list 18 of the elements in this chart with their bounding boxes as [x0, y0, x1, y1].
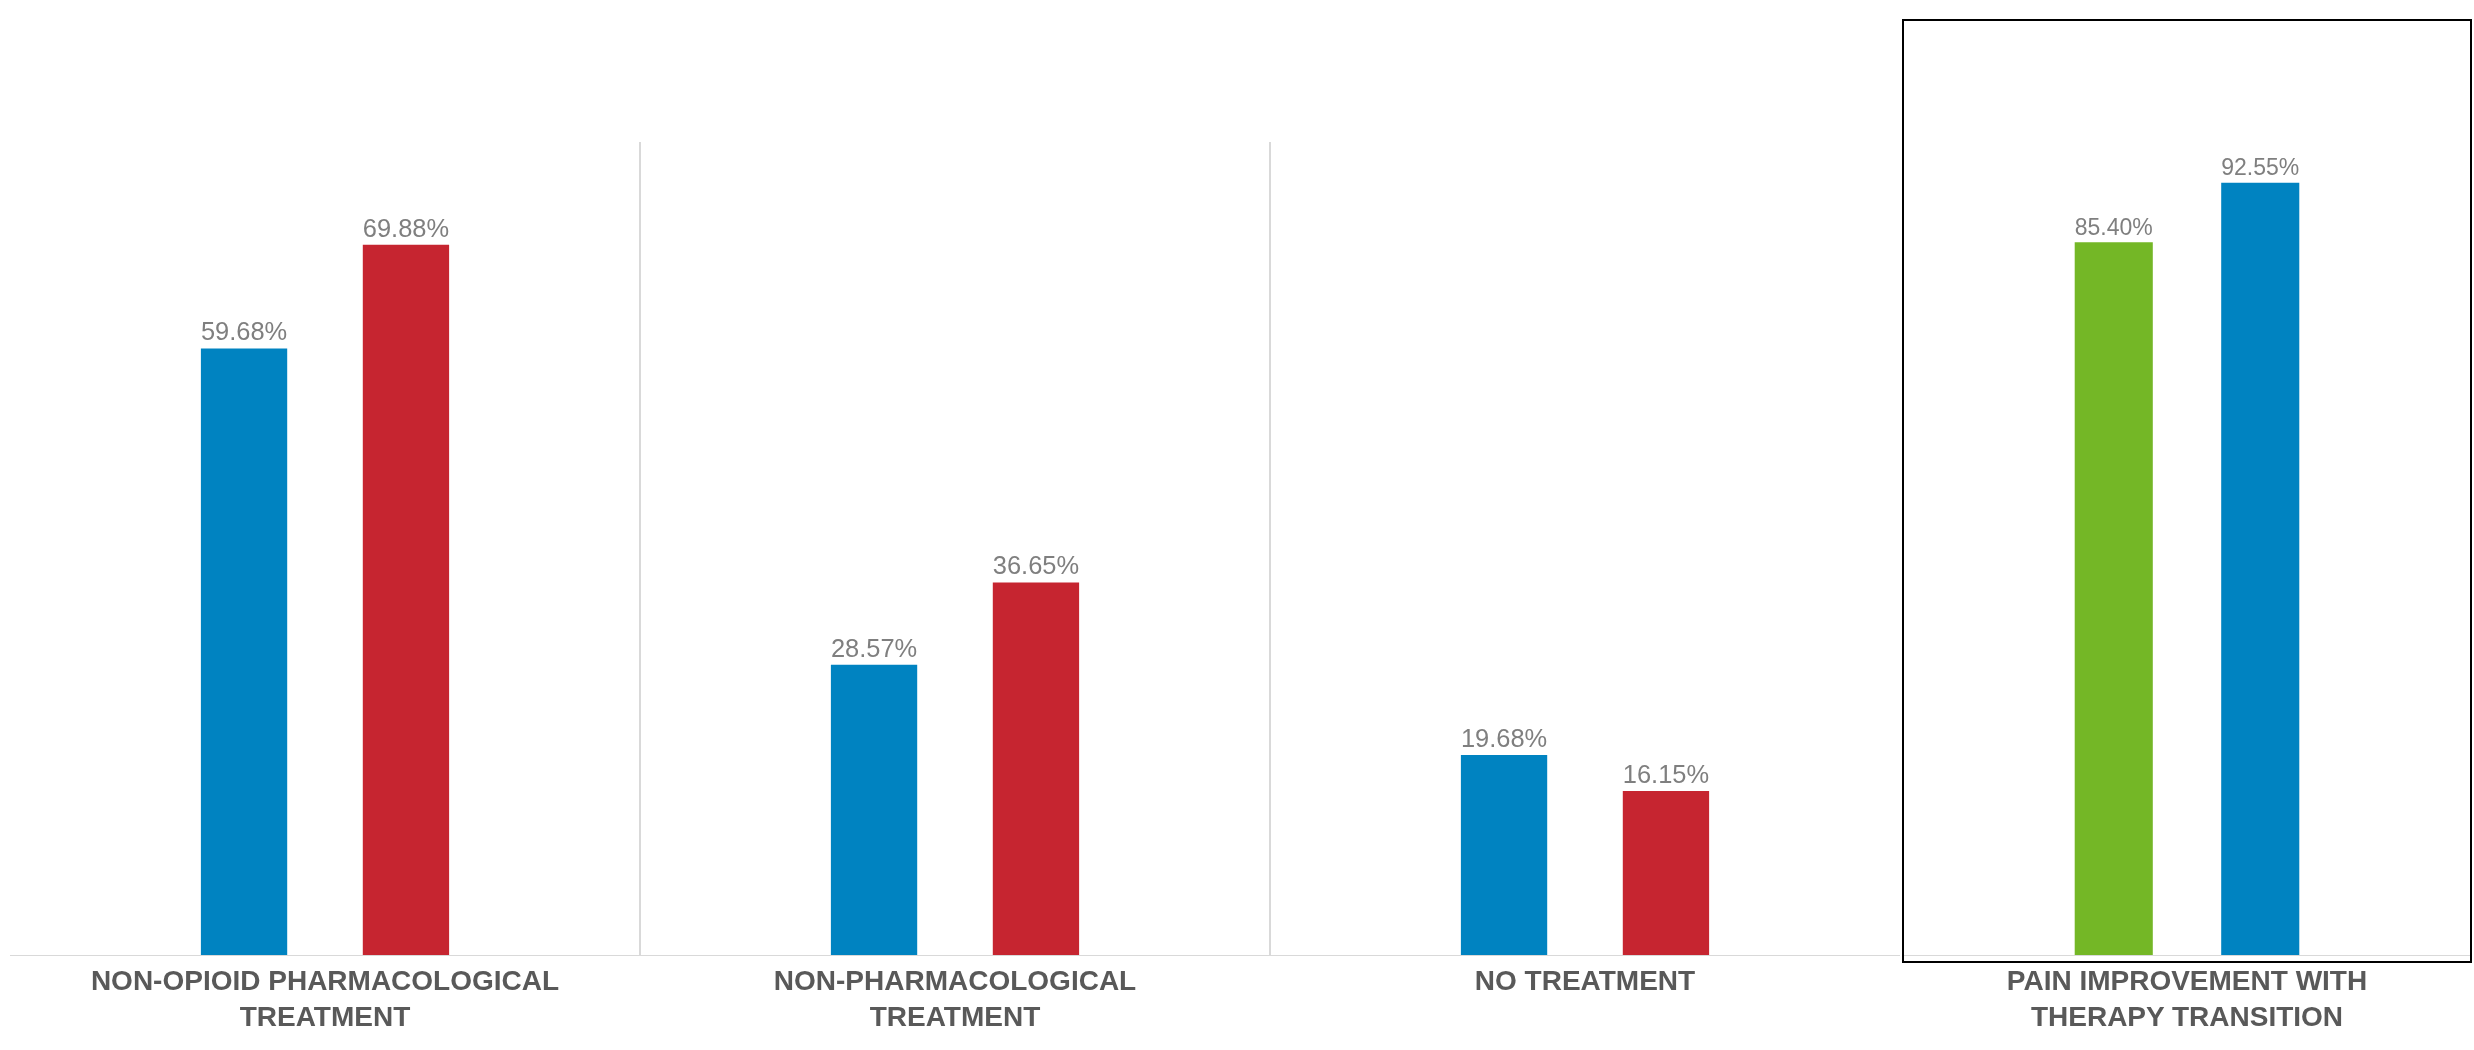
bar	[992, 582, 1080, 955]
data-label: 85.40%	[2074, 213, 2153, 240]
data-label: 59.68%	[200, 317, 288, 346]
bar	[362, 244, 450, 955]
data-label: 36.65%	[992, 551, 1080, 580]
bar	[1460, 755, 1548, 955]
bar	[1622, 790, 1710, 955]
data-label: 92.55%	[2221, 154, 2300, 181]
x-tick-label: NON-OPIOID PHARMACOLOGICAL TREATMENT	[90, 964, 560, 1032]
data-label: 19.68%	[1460, 723, 1548, 752]
bar	[830, 664, 918, 955]
x-tick-label: PAIN IMPROVEMENT WITH THERAPY TRANSITION	[2006, 964, 2368, 1032]
bar	[200, 348, 288, 955]
data-label: 69.88%	[362, 213, 450, 242]
data-label: 28.57%	[830, 633, 918, 662]
x-tick-label: NON-PHARMACOLOGICAL TREATMENT	[773, 964, 1137, 1032]
data-label: 16.15%	[1622, 759, 1710, 788]
x-tick-label: NO TREATMENT	[1474, 964, 1696, 996]
